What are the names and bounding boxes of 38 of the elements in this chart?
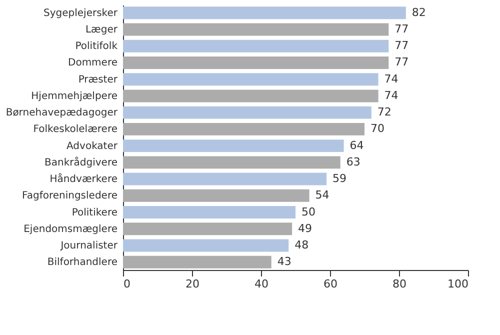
data-label: 77 bbox=[394, 56, 409, 69]
data-label: 50 bbox=[302, 205, 316, 218]
y-tick-label: Dommere bbox=[68, 58, 118, 69]
data-label: 48 bbox=[294, 238, 309, 252]
data-label: 63 bbox=[346, 155, 360, 168]
y-tick-label: Journalister bbox=[60, 240, 118, 252]
y-tick-label: Læger bbox=[85, 24, 118, 36]
y-tick-label: Ejendomsmæglere bbox=[24, 224, 118, 235]
x-tick-label: 80 bbox=[392, 278, 406, 290]
x-tick-label: 20 bbox=[186, 278, 200, 290]
y-tick-label: Bankrådgivere bbox=[44, 156, 118, 168]
y-tick-label: Bilforhandlere bbox=[47, 257, 118, 268]
data-label: 70 bbox=[370, 122, 384, 136]
data-label: 82 bbox=[412, 6, 426, 19]
x-tick-label: 0 bbox=[124, 278, 130, 290]
y-tick-label: Sygeplejersker bbox=[44, 8, 118, 19]
y-tick-label: Politifolk bbox=[75, 41, 118, 52]
data-label: 72 bbox=[377, 106, 392, 119]
y-tick-label: Fagforeningsledere bbox=[22, 190, 118, 202]
data-label: 77 bbox=[394, 39, 409, 52]
data-label: 77 bbox=[394, 22, 409, 36]
data-label: 54 bbox=[315, 188, 330, 202]
x-tick-label: 100 bbox=[448, 278, 468, 290]
y-tick-label: Håndværkere bbox=[50, 173, 118, 186]
y-tick-label: Præster bbox=[78, 74, 118, 86]
data-label: 59 bbox=[332, 172, 347, 186]
data-label: 74 bbox=[384, 88, 398, 102]
x-tick-label: 60 bbox=[324, 278, 338, 290]
y-tick-label: Folkeskolelærere bbox=[33, 124, 118, 136]
data-label: 64 bbox=[350, 138, 364, 152]
y-tick-label: Hjemmehjælpere bbox=[31, 90, 118, 102]
y-tick-label: Politikere bbox=[72, 207, 118, 218]
x-tick-label: 40 bbox=[254, 278, 268, 290]
y-tick-label: Børnehavepædagoger bbox=[6, 108, 118, 119]
data-label: 74 bbox=[384, 72, 398, 86]
data-label: 43 bbox=[277, 255, 292, 268]
data-label: 49 bbox=[298, 222, 312, 235]
y-tick-label: Advokater bbox=[66, 140, 118, 152]
